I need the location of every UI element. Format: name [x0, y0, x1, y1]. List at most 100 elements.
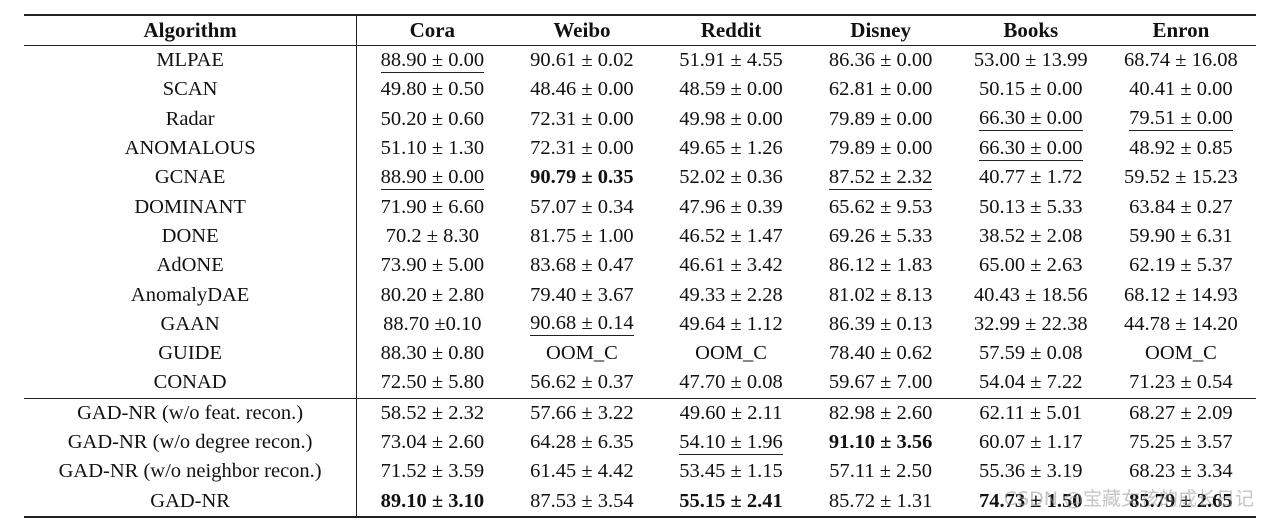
metric-value: 85.79 ± 2.65	[1129, 489, 1233, 512]
metric-cell: 47.96 ± 0.39	[656, 192, 805, 221]
algorithm-name: GAAN	[24, 309, 358, 339]
metric-cell: 90.68 ± 0.14	[507, 310, 656, 339]
metric-value: 75.25 ± 3.57	[1129, 431, 1233, 453]
metric-cell: 65.00 ± 2.63	[956, 251, 1106, 280]
metric-value: 51.10 ± 1.30	[380, 137, 485, 160]
metric-value: 85.72 ± 1.31	[828, 489, 933, 512]
metric-value: 59.67 ± 7.00	[828, 371, 933, 394]
metric-value: 64.28 ± 6.35	[530, 431, 634, 453]
metric-cell: 32.99 ± 22.38	[956, 310, 1106, 339]
metric-cell: 79.40 ± 3.67	[507, 280, 656, 309]
metric-value: 60.07 ± 1.17	[979, 431, 1083, 453]
metric-value: 73.04 ± 2.60	[380, 431, 485, 453]
metric-cell: 73.04 ± 2.60	[357, 428, 508, 457]
metric-cell: 68.74 ± 16.08	[1106, 46, 1256, 76]
metric-cell: 59.67 ± 7.00	[806, 368, 956, 398]
metric-value: 52.02 ± 0.36	[679, 166, 783, 189]
metric-value: 50.20 ± 0.60	[380, 107, 485, 130]
metric-value: 47.96 ± 0.39	[679, 195, 783, 218]
metric-cell: 72.50 ± 5.80	[357, 368, 508, 398]
metric-value: 50.13 ± 5.33	[979, 195, 1083, 218]
metric-cell: 78.40 ± 0.62	[806, 339, 956, 368]
metric-value: 65.62 ± 9.53	[828, 195, 933, 218]
header-books: Books	[955, 14, 1106, 46]
table-row: GAD-NR 89.10 ± 3.10 87.53 ± 3.54 55.15 ± 2.…	[24, 486, 1256, 518]
metric-value: 58.52 ± 2.32	[380, 401, 485, 424]
table-row: GAD-NR (w/o feat. recon.) 58.52 ± 2.32 57.…	[24, 397, 1256, 428]
metric-value: 32.99 ± 22.38	[973, 312, 1088, 335]
algorithm-name: DONE	[24, 221, 358, 252]
metric-value: 72.50 ± 5.80	[380, 371, 485, 394]
metric-value: 48.92 ± 0.85	[1129, 137, 1233, 160]
metric-cell: 49.60 ± 2.11	[656, 397, 806, 428]
metric-cell: 57.11 ± 2.50	[806, 457, 956, 486]
metric-cell: 85.79 ± 2.65	[1105, 486, 1256, 518]
table-row: Radar 50.20 ± 0.60 72.31 ± 0.00 49.98 ± 0.0…	[24, 104, 1256, 134]
metric-value: 49.60 ± 2.11	[679, 401, 783, 424]
metric-cell: 87.53 ± 3.54	[507, 486, 657, 518]
algorithm-name: SCAN	[24, 75, 358, 105]
metric-cell: 65.62 ± 9.53	[806, 192, 956, 221]
metric-cell: 54.04 ± 7.22	[956, 368, 1106, 398]
metric-cell: 79.89 ± 0.00	[806, 105, 956, 134]
results-table: Algorithm Cora Weibo Reddit Disney Books…	[24, 14, 1256, 518]
metric-cell: 49.98 ± 0.00	[656, 105, 805, 134]
metric-cell: 50.13 ± 5.33	[956, 192, 1106, 221]
metric-cell: 68.23 ± 3.34	[1106, 457, 1256, 486]
metric-cell: 73.90 ± 5.00	[357, 251, 508, 280]
metric-cell: 68.12 ± 14.93	[1106, 280, 1256, 309]
metric-value: 79.40 ± 3.67	[530, 283, 634, 306]
metric-cell: 91.10 ± 3.56	[806, 428, 956, 457]
metric-value: 79.89 ± 0.00	[828, 107, 933, 130]
metric-cell: 46.52 ± 1.47	[656, 222, 805, 251]
metric-value: 62.81 ± 0.00	[828, 78, 933, 101]
metric-value: 71.52 ± 3.59	[380, 460, 485, 483]
metric-value: 66.30 ± 0.00	[979, 136, 1083, 161]
table-body: MLPAE 88.90 ± 0.00 90.61 ± 0.02 51.91 ± 4.5…	[24, 45, 1256, 518]
metric-cell: 72.31 ± 0.00	[507, 134, 656, 163]
header-weibo: Weibo	[507, 14, 657, 46]
algorithm-name: Radar	[24, 104, 358, 134]
metric-value: 71.90 ± 6.60	[380, 195, 485, 218]
metric-value: OOM_C	[546, 342, 618, 365]
metric-cell: 55.36 ± 3.19	[956, 457, 1106, 486]
metric-cell: 60.07 ± 1.17	[956, 428, 1106, 457]
metric-cell: 46.61 ± 3.42	[656, 251, 805, 280]
metric-cell: 58.52 ± 2.32	[356, 397, 508, 428]
metric-value: OOM_C	[1145, 342, 1217, 365]
metric-value: 54.10 ± 1.96	[679, 430, 783, 455]
table-row: AnomalyDAE 80.20 ± 2.80 79.40 ± 3.67 49.33 …	[24, 280, 1256, 310]
metric-value: 57.59 ± 0.08	[979, 342, 1083, 365]
metric-value: 49.64 ± 1.12	[679, 312, 783, 335]
metric-value: 48.46 ± 0.00	[530, 78, 634, 101]
metric-cell: 40.77 ± 1.72	[956, 163, 1106, 192]
metric-value: 88.70 ±0.10	[383, 312, 482, 335]
algorithm-name: AnomalyDAE	[24, 280, 358, 310]
metric-value: 50.15 ± 0.00	[979, 78, 1083, 101]
metric-cell: 88.70 ±0.10	[357, 310, 508, 339]
metric-value: 78.40 ± 0.62	[828, 342, 933, 365]
metric-value: 63.84 ± 0.27	[1129, 195, 1233, 218]
metric-value: 40.43 ± 18.56	[973, 283, 1088, 306]
metric-value: 88.90 ± 0.00	[380, 165, 485, 190]
metric-cell: 68.27 ± 2.09	[1105, 397, 1256, 428]
table-row: MLPAE 88.90 ± 0.00 90.61 ± 0.02 51.91 ± 4.5…	[24, 45, 1256, 76]
metric-cell: 59.90 ± 6.31	[1106, 222, 1256, 251]
metric-cell: 66.30 ± 0.00	[956, 105, 1106, 134]
metric-value: 66.30 ± 0.00	[979, 107, 1083, 132]
table-row: DONE 70.2 ± 8.30 81.75 ± 1.00 46.52 ± 1.47 6…	[24, 221, 1256, 252]
metric-cell: 53.45 ± 1.15	[656, 457, 805, 486]
metric-cell: 53.00 ± 13.99	[956, 46, 1106, 76]
metric-value: 38.52 ± 2.08	[979, 224, 1083, 247]
metric-cell: 49.65 ± 1.26	[656, 134, 805, 163]
metric-value: 57.66 ± 3.22	[530, 401, 634, 424]
metric-cell: 90.79 ± 0.35	[507, 163, 656, 192]
algorithm-name: GAD-NR (w/o degree recon.)	[24, 427, 358, 458]
metric-cell: 62.81 ± 0.00	[806, 75, 956, 104]
metric-value: 74.73 ± 1.50	[979, 489, 1083, 512]
table-row: CONAD 72.50 ± 5.80 56.62 ± 0.37 47.70 ± 0.0…	[24, 368, 1256, 399]
metric-cell: 48.59 ± 0.00	[656, 75, 805, 104]
metric-value: 54.04 ± 7.22	[979, 371, 1083, 394]
metric-value: 90.68 ± 0.14	[530, 312, 634, 337]
table-row: GAD-NR (w/o degree recon.) 73.04 ± 2.60 64…	[24, 427, 1256, 458]
